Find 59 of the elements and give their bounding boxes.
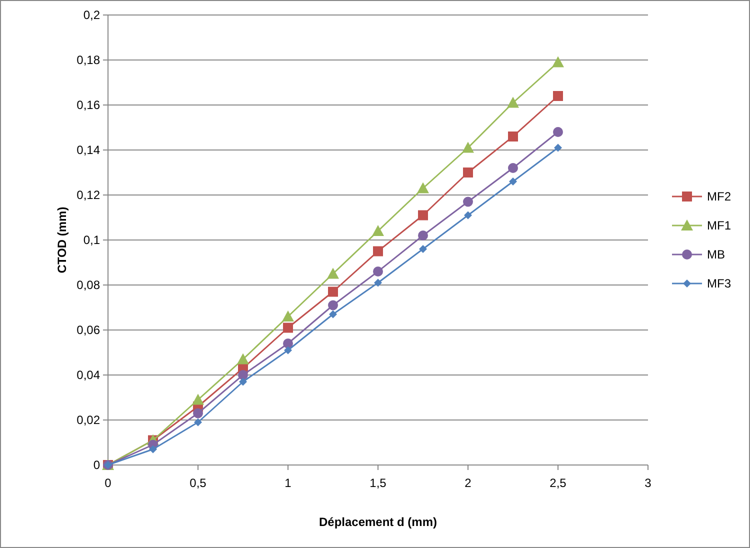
- y-tick-label: 0,08: [76, 278, 100, 292]
- point: [283, 338, 293, 348]
- point: [237, 353, 249, 364]
- point: [282, 310, 294, 322]
- y-tick-label: 0,2: [83, 8, 100, 22]
- point: [149, 445, 157, 454]
- point: [552, 56, 564, 68]
- x-tick-label: 1: [284, 476, 292, 490]
- point: [284, 346, 292, 354]
- x-tick-label: 0,5: [190, 476, 207, 490]
- point: [193, 408, 203, 418]
- point: [508, 163, 518, 173]
- x-tick-label: 2: [464, 476, 472, 490]
- y-tick-label: 0,12: [76, 188, 100, 202]
- point: [329, 310, 337, 318]
- point: [192, 394, 204, 405]
- point: [238, 370, 248, 380]
- point: [554, 144, 562, 152]
- legend-label: MB: [707, 248, 725, 262]
- point: [328, 286, 338, 297]
- x-axis-title: Déplacement d (mm): [318, 515, 438, 529]
- point: [373, 266, 383, 276]
- point: [463, 168, 473, 178]
- y-tick-label: 0,04: [76, 368, 100, 382]
- y-tick-label: 0,06: [76, 323, 100, 338]
- point: [509, 178, 517, 186]
- point: [283, 322, 293, 333]
- point: [508, 132, 518, 142]
- y-tick-label: 0,1: [83, 233, 100, 248]
- point: [553, 91, 563, 101]
- x-tick-label: 3: [644, 476, 652, 490]
- point: [464, 211, 472, 220]
- point: [419, 245, 427, 253]
- point: [418, 210, 428, 220]
- legend-label: MF1: [707, 218, 732, 233]
- y-tick-label: 0,14: [76, 143, 100, 158]
- y-tick-label: 0,02: [76, 413, 100, 428]
- legend-label: MF2: [707, 190, 732, 204]
- point: [374, 278, 382, 287]
- point: [463, 196, 473, 207]
- point: [327, 268, 339, 279]
- point: [194, 418, 202, 426]
- x-tick-label: 0: [104, 476, 112, 490]
- y-tick-label: 0: [93, 458, 100, 472]
- point: [418, 230, 428, 240]
- point: [507, 96, 519, 108]
- point: [417, 182, 429, 194]
- point: [373, 246, 383, 256]
- y-axis-title: CTOD (mm): [55, 206, 69, 274]
- point: [462, 142, 474, 153]
- point: [239, 378, 247, 386]
- point: [553, 127, 563, 137]
- point: [372, 225, 384, 236]
- legend-label: MF3: [707, 276, 732, 291]
- point: [328, 300, 338, 310]
- x-tick-label: 2,5: [550, 476, 567, 490]
- x-tick-label: 1,5: [370, 476, 387, 490]
- y-tick-label: 0,16: [76, 98, 100, 112]
- y-tick-label: 0,18: [76, 53, 100, 68]
